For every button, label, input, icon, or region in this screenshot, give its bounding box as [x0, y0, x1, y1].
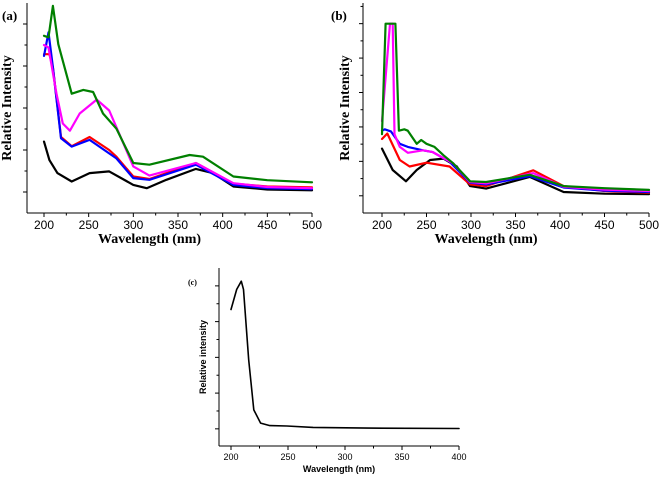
- x-axis-label: Wavelength (nm): [303, 464, 375, 474]
- x-tick-label: 400: [451, 452, 466, 462]
- x-axis-label: Wavelength (nm): [434, 232, 537, 247]
- series-line-green: [380, 22, 651, 191]
- panel-label: (c): [188, 278, 197, 287]
- series-line-sample: [230, 280, 460, 430]
- x-tick-label: 450: [257, 218, 277, 232]
- y-axis-label: Relative intensity: [198, 320, 208, 394]
- y-axis-label: Relative Intensity: [0, 55, 15, 160]
- chart-panel-a: 200 250 300 350 400 450 500 Wavelength (nm) Rela…: [0, 3, 322, 247]
- x-tick-label: 300: [461, 218, 481, 232]
- x-tick-label: 500: [639, 218, 659, 232]
- x-tick-label: 250: [416, 218, 436, 232]
- x-tick-label: 200: [223, 452, 238, 462]
- x-tick-label: 400: [550, 218, 570, 232]
- chart-panel-c: 200 250 300 350 400 Wavelength (nm) Relative i…: [188, 268, 467, 474]
- series-line-black: [42, 140, 314, 192]
- series-line-magenta: [42, 43, 314, 190]
- x-tick-label: 250: [280, 452, 295, 462]
- x-tick-label: 200: [372, 218, 392, 232]
- series-line-blue: [380, 128, 651, 194]
- series-line-green: [42, 4, 314, 184]
- y-axis-label: Relative Intensity: [338, 55, 353, 160]
- x-tick-label: 350: [505, 218, 525, 232]
- chart-panel-b: 200 250 300 350 400 450 500 Wavelength (nm) Rela…: [331, 3, 659, 247]
- panel-label: (b): [331, 8, 347, 23]
- x-tick-label: 200: [34, 218, 54, 232]
- x-tick-label: 350: [394, 452, 409, 462]
- series-line-red: [380, 132, 651, 194]
- x-tick-label: 450: [594, 218, 614, 232]
- x-axis-label: Wavelength (nm): [98, 232, 201, 247]
- x-tick-label: 350: [168, 218, 188, 232]
- x-tick-label: 250: [79, 218, 99, 232]
- panel-label: (a): [2, 8, 17, 23]
- x-tick-label: 300: [123, 218, 143, 232]
- x-tick-label: 400: [213, 218, 233, 232]
- x-tick-label: 500: [302, 218, 322, 232]
- x-tick-label: 300: [337, 452, 352, 462]
